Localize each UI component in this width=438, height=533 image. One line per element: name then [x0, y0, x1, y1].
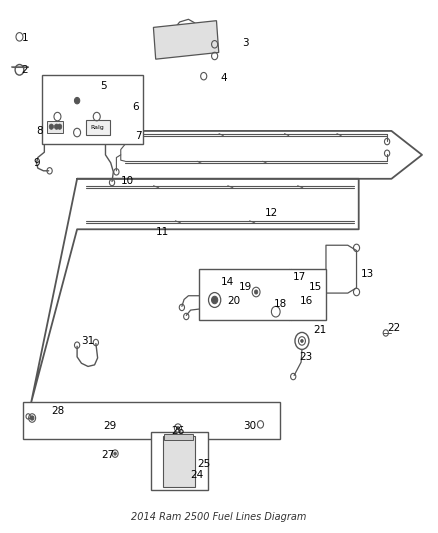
Bar: [153, 21, 219, 59]
Text: 21: 21: [313, 325, 326, 335]
Text: 12: 12: [265, 208, 278, 219]
Text: 4: 4: [220, 73, 227, 83]
Text: 19: 19: [239, 282, 252, 292]
Text: 18: 18: [273, 298, 287, 309]
Text: 10: 10: [121, 176, 134, 187]
Circle shape: [212, 296, 218, 304]
Text: 9: 9: [33, 158, 40, 168]
Bar: [199, 269, 326, 320]
Text: 25: 25: [197, 459, 210, 469]
Text: 28: 28: [51, 406, 64, 416]
Text: 11: 11: [155, 227, 169, 237]
Bar: [163, 436, 194, 487]
Text: 27: 27: [101, 450, 114, 460]
Text: 29: 29: [103, 421, 117, 431]
Text: 31: 31: [81, 336, 95, 346]
Text: 2014 Ram 2500 Fuel Lines Diagram: 2014 Ram 2500 Fuel Lines Diagram: [131, 512, 307, 522]
Text: 20: 20: [228, 296, 241, 306]
Text: 1: 1: [21, 33, 28, 43]
Text: 15: 15: [308, 282, 321, 292]
Circle shape: [114, 452, 117, 455]
Circle shape: [30, 416, 34, 420]
Text: 6: 6: [133, 102, 139, 112]
Text: 5: 5: [100, 81, 106, 91]
Circle shape: [54, 124, 59, 130]
Circle shape: [57, 124, 62, 130]
Text: 14: 14: [221, 278, 234, 287]
Bar: [86, 120, 110, 135]
Text: 23: 23: [300, 352, 313, 362]
Text: 17: 17: [293, 272, 307, 282]
Text: 13: 13: [361, 270, 374, 279]
Bar: [164, 434, 193, 440]
Bar: [46, 121, 63, 133]
Circle shape: [177, 426, 179, 430]
Text: 22: 22: [387, 322, 400, 333]
Text: 24: 24: [191, 470, 204, 480]
Text: 3: 3: [242, 38, 248, 48]
Bar: [22, 402, 280, 439]
Circle shape: [254, 290, 258, 294]
Bar: [42, 75, 143, 144]
Text: 30: 30: [243, 421, 256, 431]
Text: 2: 2: [21, 65, 28, 75]
Text: 8: 8: [37, 126, 43, 136]
Text: 16: 16: [300, 296, 313, 306]
Circle shape: [49, 124, 53, 130]
Text: Ralg: Ralg: [91, 125, 105, 130]
Text: 7: 7: [135, 131, 141, 141]
Circle shape: [300, 340, 303, 343]
Text: 26: 26: [171, 426, 184, 437]
Bar: [151, 432, 208, 490]
Circle shape: [74, 98, 80, 104]
